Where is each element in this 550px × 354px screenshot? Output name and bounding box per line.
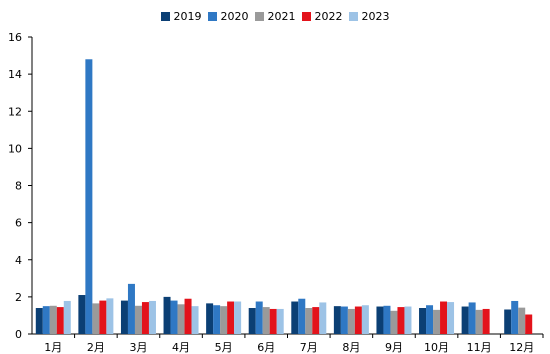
bar-2019-6 bbox=[248, 308, 256, 334]
bar-2022-11 bbox=[482, 308, 490, 334]
bar-2023-10 bbox=[447, 302, 455, 334]
bar-2022-7 bbox=[312, 307, 320, 334]
bar-2021-8 bbox=[347, 308, 355, 334]
bar-2020-2 bbox=[85, 59, 93, 335]
bar-2022-2 bbox=[99, 300, 107, 334]
x-tick-label: 6月 bbox=[257, 341, 275, 354]
bar-2021-3 bbox=[134, 305, 142, 334]
bar-2023-5 bbox=[234, 301, 242, 334]
bar-2022-12 bbox=[525, 314, 533, 334]
bar-2022-1 bbox=[56, 307, 64, 334]
bar-2021-1 bbox=[49, 305, 57, 334]
chart-legend: 2019 2020 2021 2022 2023 bbox=[0, 9, 550, 23]
bar-2022-6 bbox=[269, 308, 277, 334]
y-tick-label: 6 bbox=[15, 217, 22, 230]
bar-2020-7 bbox=[298, 298, 306, 334]
bar-2020-1 bbox=[42, 306, 50, 334]
bar-2022-5 bbox=[227, 301, 235, 334]
x-tick-label: 10月 bbox=[424, 341, 449, 354]
bar-2021-7 bbox=[305, 308, 313, 334]
bar-2023-1 bbox=[63, 300, 71, 334]
bar-2023-3 bbox=[148, 300, 156, 334]
bar-2022-10 bbox=[440, 301, 448, 334]
bar-2020-9 bbox=[383, 305, 391, 334]
bar-2020-5 bbox=[213, 305, 221, 334]
bar-2020-10 bbox=[426, 305, 434, 334]
legend-label: 2023 bbox=[361, 9, 390, 23]
bar-2019-10 bbox=[419, 308, 427, 334]
x-tick-label: 8月 bbox=[342, 341, 360, 354]
y-tick-label: 0 bbox=[15, 328, 22, 341]
bar-2019-11 bbox=[461, 306, 469, 334]
bar-2021-5 bbox=[220, 306, 228, 334]
bar-2021-6 bbox=[262, 307, 270, 334]
bar-2023-7 bbox=[319, 302, 327, 334]
legend-swatch bbox=[160, 11, 170, 21]
legend-item-2019: 2019 bbox=[160, 9, 202, 23]
legend-label: 2020 bbox=[220, 9, 249, 23]
bar-2019-8 bbox=[333, 306, 341, 334]
bar-2019-9 bbox=[376, 306, 384, 334]
bar-2021-10 bbox=[433, 309, 441, 334]
bar-2023-8 bbox=[361, 305, 369, 334]
bar-2020-12 bbox=[511, 300, 519, 334]
bar-2019-12 bbox=[504, 309, 512, 334]
bar-2019-1 bbox=[35, 308, 43, 334]
bar-2019-5 bbox=[206, 303, 214, 334]
x-tick-label: 2月 bbox=[87, 341, 105, 354]
legend-item-2023: 2023 bbox=[348, 9, 390, 23]
y-tick-label: 4 bbox=[15, 254, 22, 267]
bar-2021-4 bbox=[177, 304, 185, 334]
bar-2023-9 bbox=[404, 306, 412, 334]
x-tick-label: 7月 bbox=[300, 341, 318, 354]
x-tick-label: 1月 bbox=[44, 341, 62, 354]
bar-2021-11 bbox=[475, 309, 483, 334]
bar-2021-9 bbox=[390, 310, 398, 334]
legend-swatch bbox=[348, 11, 358, 21]
x-tick-label: 3月 bbox=[129, 341, 147, 354]
bar-2019-2 bbox=[78, 295, 86, 334]
bar-2019-3 bbox=[120, 300, 128, 334]
x-tick-label: 5月 bbox=[215, 341, 233, 354]
bar-2020-11 bbox=[468, 302, 476, 334]
legend-item-2021: 2021 bbox=[254, 9, 296, 23]
bar-2020-3 bbox=[127, 283, 135, 334]
y-tick-label: 14 bbox=[8, 68, 22, 81]
x-tick-label: 12月 bbox=[509, 341, 534, 354]
bar-2019-7 bbox=[291, 301, 299, 334]
legend-item-2022: 2022 bbox=[301, 9, 343, 23]
legend-swatch bbox=[254, 11, 264, 21]
legend-item-2020: 2020 bbox=[207, 9, 249, 23]
x-tick-label: 11月 bbox=[467, 341, 492, 354]
legend-label: 2019 bbox=[173, 9, 202, 23]
bar-2023-2 bbox=[106, 298, 114, 334]
bar-2019-4 bbox=[163, 296, 171, 334]
bar-2023-4 bbox=[191, 306, 199, 334]
x-tick-label: 9月 bbox=[385, 341, 403, 354]
bar-2020-6 bbox=[255, 301, 263, 334]
legend-label: 2022 bbox=[314, 9, 343, 23]
y-tick-label: 12 bbox=[8, 105, 22, 118]
bar-2022-8 bbox=[354, 306, 362, 334]
legend-label: 2021 bbox=[267, 9, 296, 23]
y-tick-label: 2 bbox=[15, 291, 22, 304]
legend-swatch bbox=[301, 11, 311, 21]
y-tick-label: 8 bbox=[15, 180, 22, 193]
bar-2022-3 bbox=[141, 302, 149, 334]
bar-2023-6 bbox=[276, 308, 284, 334]
x-tick-label: 4月 bbox=[172, 341, 190, 354]
y-tick-label: 10 bbox=[8, 142, 22, 155]
y-tick-label: 16 bbox=[8, 31, 22, 44]
legend-swatch bbox=[207, 11, 217, 21]
bar-2020-4 bbox=[170, 300, 178, 334]
bar-2021-12 bbox=[518, 307, 526, 334]
bar-2022-4 bbox=[184, 298, 192, 334]
bar-2022-9 bbox=[397, 307, 405, 334]
bar-2021-2 bbox=[92, 303, 100, 334]
bar-2020-8 bbox=[340, 306, 348, 334]
